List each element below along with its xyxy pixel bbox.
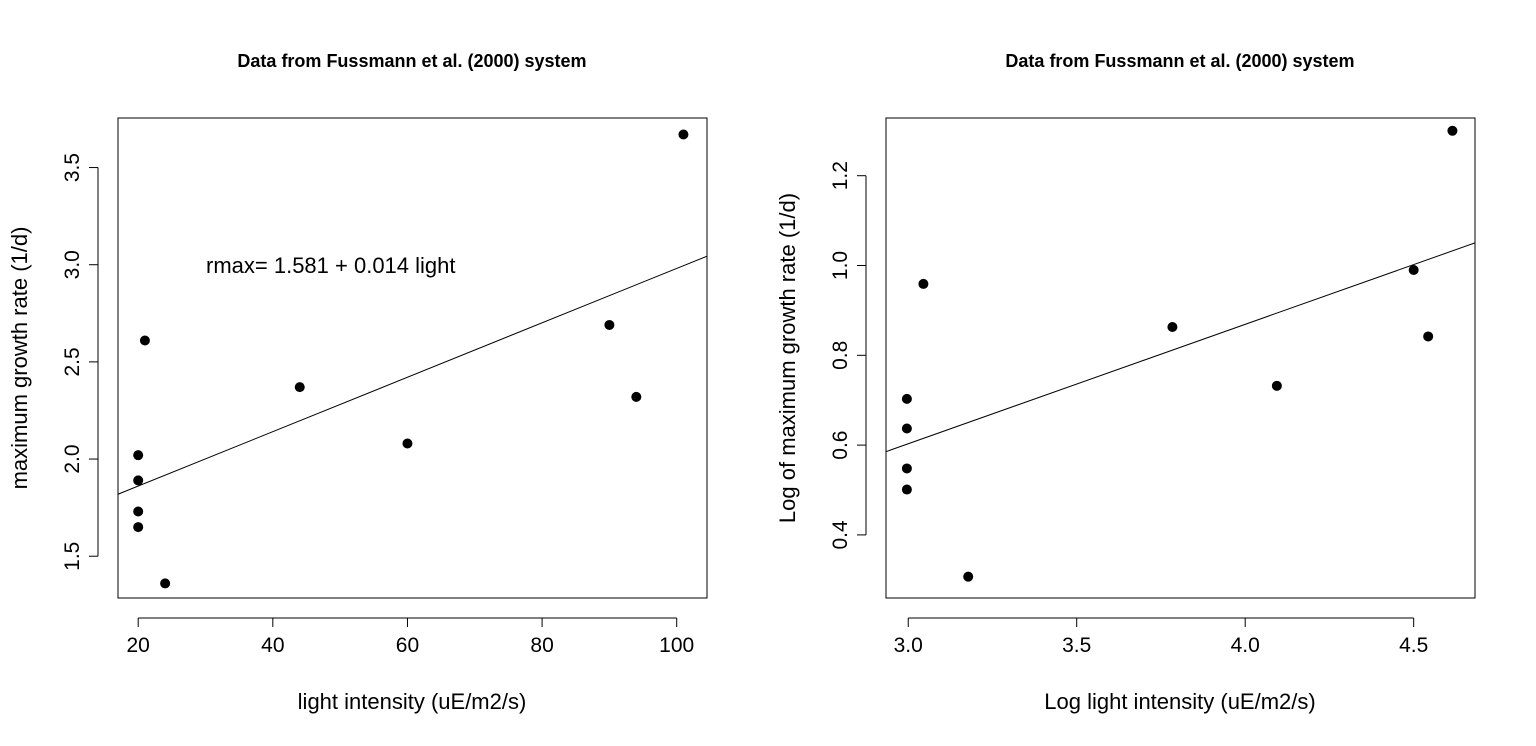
chart-left-xlabel: light intensity (uE/m2/s) [298,689,527,714]
chart-right-y-tick-label-1: 0.6 [829,431,852,460]
chart-left-x-tick-label-1: 40 [261,634,284,657]
chart-right-plot-frame [885,117,1476,599]
chart-left-y-tick-label-2: 2.5 [61,347,84,376]
chart-right-point-4 [918,278,929,289]
chart-right-point-6 [1167,322,1178,333]
chart-left-point-9 [631,391,642,402]
chart-left-y-tick-label-3: 3.0 [61,250,84,279]
chart-left-title: Data from Fussmann et al. (2000) system [237,51,586,71]
chart-left-x-tick-label-0: 20 [127,634,150,657]
chart-right-regression-line [886,242,1475,453]
chart-right-y-tick-label-3: 1.0 [829,251,852,280]
chart-right-ylabel: Log of maximum growth rate (1/d) [775,193,800,523]
chart-right-x-tick-label-1: 3.5 [1062,634,1091,657]
chart-right-point-7 [1271,380,1282,391]
chart-left-regression-line [118,255,707,495]
chart-left-plot-frame [117,117,708,599]
chart-right-y-tick-label-4: 1.2 [829,161,852,190]
chart-left-x-tick-label-4: 100 [659,634,694,657]
chart-right-point-10 [1447,125,1458,136]
chart-left-point-7 [402,438,413,449]
chart-left-annotation: rmax= 1.581 + 0.014 light [206,253,456,278]
chart-right-x-tick-label-3: 4.5 [1399,634,1428,657]
chart-left-point-0 [133,522,144,533]
chart-left-point-1 [133,506,144,517]
chart-left-point-3 [133,450,144,461]
chart-right: Data from Fussmann et al. (2000) system … [775,51,1476,714]
chart-left-point-10 [678,129,689,140]
chart-right-point-1 [901,463,912,474]
chart-left-y-tick-label-0: 1.5 [61,542,84,571]
chart-left-point-2 [133,475,144,486]
chart-left-y-tick-label-4: 3.5 [61,153,84,182]
chart-left-point-4 [139,335,150,346]
chart-right-title: Data from Fussmann et al. (2000) system [1005,51,1354,71]
chart-left-x-tick-label-2: 60 [396,634,419,657]
chart-right-point-5 [963,571,974,582]
chart-right-x-tick-label-2: 4.0 [1231,634,1260,657]
chart-right-point-8 [1408,264,1419,275]
chart-left: Data from Fussmann et al. (2000) system … [7,51,708,714]
chart-right-point-0 [901,484,912,495]
chart-left-x-tick-label-3: 80 [530,634,553,657]
chart-right-y-tick-label-0: 0.4 [829,520,852,550]
chart-left-point-6 [294,382,305,393]
chart-right-xlabel: Log light intensity (uE/m2/s) [1044,689,1315,714]
chart-right-point-9 [1423,331,1434,342]
chart-left-y-tick-label-1: 2.0 [61,444,84,473]
chart-left-ylabel: maximum growth rate (1/d) [7,227,32,490]
chart-right-point-3 [901,393,912,404]
chart-left-point-8 [604,319,615,330]
chart-right-y-tick-label-2: 0.8 [829,341,852,370]
chart-right-x-tick-label-0: 3.0 [894,634,923,657]
chart-left-point-5 [160,578,171,589]
chart-right-point-2 [901,423,912,434]
